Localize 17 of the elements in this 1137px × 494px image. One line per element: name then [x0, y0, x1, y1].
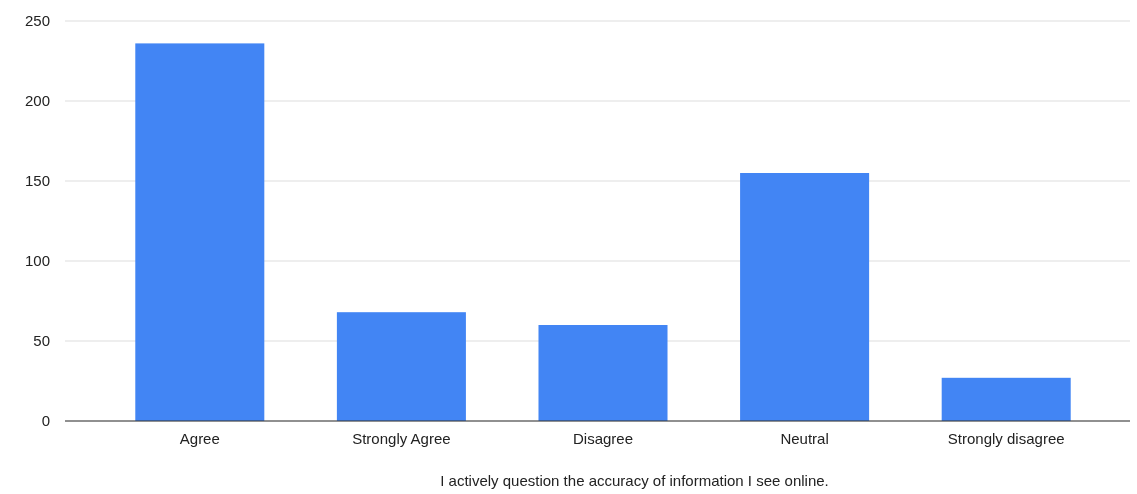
x-tick-label: Disagree: [572, 430, 634, 447]
y-tick-label: 150: [24, 172, 50, 190]
y-tick-label: 200: [24, 92, 50, 110]
bar: [135, 43, 265, 421]
x-tick-label: Strongly Agree: [352, 430, 451, 447]
y-tick-label: 0: [41, 412, 50, 430]
bar: [336, 312, 466, 421]
y-tick-label: 50: [33, 332, 50, 350]
x-axis-title: I actively question the accuracy of information I see online.: [440, 472, 829, 489]
y-tick-label: 100: [24, 252, 50, 270]
bar: [538, 325, 668, 421]
y-tick-label: 250: [24, 12, 50, 30]
x-tick-label: Agree: [179, 430, 220, 447]
x-tick-label: Strongly disagree: [947, 430, 1065, 447]
bar: [740, 173, 870, 421]
bar: [941, 377, 1071, 421]
x-tick-label: Neutral: [780, 430, 829, 447]
